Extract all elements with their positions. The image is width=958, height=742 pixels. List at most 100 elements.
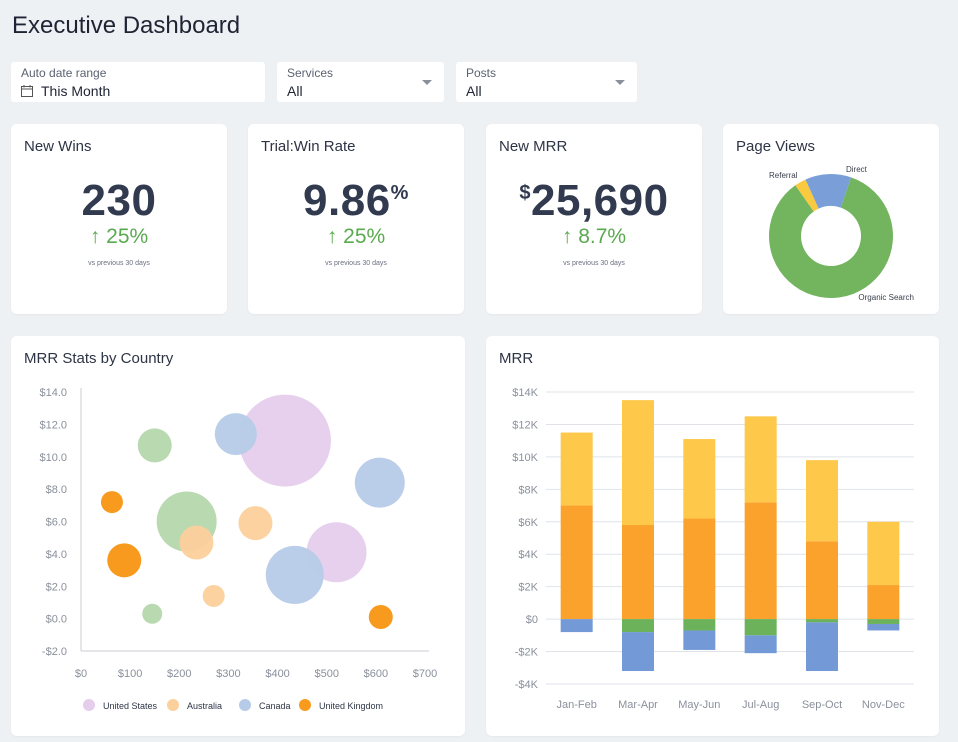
- y-tick-label: $12.0: [39, 419, 67, 431]
- x-tick-label: Mar-Apr: [618, 699, 658, 711]
- bubble-point: [107, 543, 142, 578]
- services-label: Services: [287, 66, 334, 80]
- kpi-value: 9.86%: [248, 176, 464, 226]
- x-tick-label: $700: [413, 668, 437, 680]
- donut-label-direct: Direct: [846, 165, 868, 174]
- kpi-change: ↑ 25%: [326, 225, 386, 248]
- bar-segment: [622, 400, 654, 526]
- bubble-point: [179, 525, 214, 560]
- y-tick-label: -$2K: [515, 647, 539, 659]
- y-tick-label: $0.0: [46, 614, 67, 626]
- kpi-value: 230: [11, 176, 227, 226]
- kpi-title: New MRR: [499, 138, 568, 155]
- page-views-card: Page Views Organic Search Referral Direct: [723, 124, 939, 314]
- kpi-subtitle: vs previous 30 days: [88, 260, 150, 267]
- bubble-point: [238, 506, 273, 541]
- kpi-title: New Wins: [24, 138, 92, 155]
- kpi-card-new-mrr: New MRR $25,690 ↑ 8.7% vs previous 30 da…: [486, 124, 702, 314]
- bar-segment: [622, 619, 654, 633]
- y-tick-label: $0: [526, 614, 538, 626]
- posts-value: All: [466, 83, 482, 99]
- y-tick-label: $10.0: [39, 452, 67, 464]
- kpi-number: 9.86: [303, 176, 391, 225]
- chevron-down-icon: [615, 80, 625, 85]
- bar-segment: [683, 439, 716, 519]
- y-tick-label: $6K: [518, 517, 538, 529]
- legend-label: Australia: [187, 701, 222, 711]
- bar-segment: [806, 619, 838, 623]
- legend-swatch: [299, 699, 311, 711]
- chevron-down-icon: [422, 80, 432, 85]
- y-tick-label: $4.0: [46, 549, 67, 561]
- legend-label: United States: [103, 701, 158, 711]
- y-tick-label: $2K: [518, 582, 538, 594]
- y-tick-label: $14.0: [39, 387, 67, 399]
- bubble-point: [137, 428, 172, 463]
- legend-label: Canada: [259, 701, 291, 711]
- y-tick-label: $2.0: [46, 581, 67, 593]
- legend-swatch: [239, 699, 251, 711]
- posts-filter[interactable]: Posts All: [456, 62, 637, 102]
- y-tick-label: -$2.0: [42, 646, 67, 658]
- bar-chart-title: MRR: [499, 350, 534, 367]
- bar-segment: [867, 585, 900, 620]
- kpi-subtitle: vs previous 30 days: [563, 260, 625, 267]
- donut-label-referral: Referral: [769, 171, 798, 180]
- bar-segment: [560, 432, 593, 506]
- services-value: All: [287, 83, 303, 99]
- bubble-point: [214, 413, 257, 456]
- y-tick-label: $8.0: [46, 484, 67, 496]
- bar-segment: [622, 632, 654, 672]
- bar-segment: [683, 518, 716, 620]
- bar-segment: [867, 619, 900, 624]
- x-tick-label: Jan-Feb: [556, 699, 596, 711]
- legend-label: United Kingdom: [319, 701, 383, 711]
- x-tick-label: May-Jun: [678, 699, 720, 711]
- legend-swatch: [167, 699, 179, 711]
- services-filter[interactable]: Services All: [277, 62, 444, 102]
- y-tick-label: -$4K: [515, 679, 539, 691]
- bar-segment: [806, 541, 838, 620]
- bubble-chart: -$2.0 $0.0 $2.0 $4.0 $6.0 $8.0 $10.0 $12.0 $14.0…: [39, 387, 437, 711]
- bubble-point: [100, 491, 123, 514]
- bar-segment: [744, 416, 777, 503]
- mrr-bar-chart: -$4K -$2K $0 $2K $4K $6K $8K $10K $12K $14K Jan-Fe…: [512, 387, 914, 711]
- x-tick-label: Sep-Oct: [802, 699, 842, 711]
- x-tick-label: Jul-Aug: [742, 699, 779, 711]
- y-tick-label: $14K: [512, 387, 538, 399]
- kpi-change: ↑ 25%: [89, 225, 149, 248]
- date-range-value: This Month: [41, 83, 111, 99]
- posts-label: Posts: [466, 66, 497, 80]
- donut-slice-direct: [805, 174, 852, 209]
- mrr-by-country-card: MRR Stats by Country -$2.0 $0.0 $2.0 $4.0 $6…: [11, 336, 465, 736]
- y-tick-label: $10K: [512, 452, 538, 464]
- bar-segment: [867, 623, 900, 631]
- y-tick-label: $6.0: [46, 517, 67, 529]
- calendar-icon: [21, 85, 33, 97]
- bar-segment: [744, 635, 777, 654]
- mrr-bar-card: MRR -$4K -$2K $0 $2K $4K $6K $8K $10K $12K $14K Ja…: [486, 336, 939, 736]
- x-tick-label: $100: [118, 668, 142, 680]
- date-range-filter[interactable]: Auto date range This Month: [11, 62, 265, 102]
- bubble-point: [354, 457, 405, 508]
- x-tick-label: $400: [265, 668, 289, 680]
- date-range-value-row: This Month: [21, 82, 255, 100]
- y-tick-label: $4K: [518, 549, 538, 561]
- legend-swatch: [83, 699, 95, 711]
- bar-segment: [560, 619, 593, 633]
- page-views-title: Page Views: [736, 138, 815, 155]
- y-tick-label: $12K: [512, 419, 538, 431]
- kpi-title: Trial:Win Rate: [261, 138, 356, 155]
- x-tick-label: $300: [216, 668, 240, 680]
- kpi-change: ↑ 8.7%: [561, 225, 627, 248]
- x-tick-label: $500: [314, 668, 338, 680]
- page-title: Executive Dashboard: [12, 12, 241, 39]
- bubble-point: [265, 545, 324, 604]
- bar-segment: [683, 630, 716, 650]
- bubble-chart-title: MRR Stats by Country: [24, 350, 174, 367]
- bar-segment: [744, 502, 777, 620]
- kpi-suffix: %: [390, 182, 409, 204]
- bar-segment: [683, 619, 716, 631]
- bubble-point: [368, 605, 393, 630]
- bubble-point: [202, 584, 225, 607]
